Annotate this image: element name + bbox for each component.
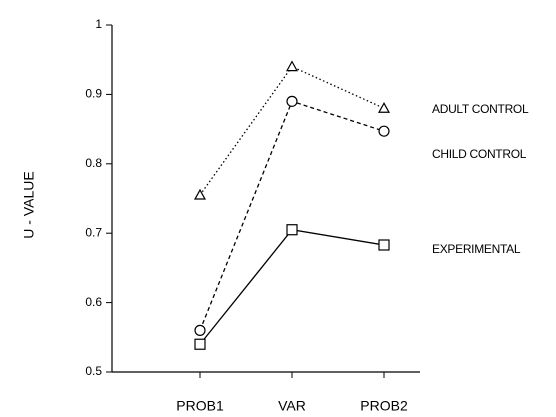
marker <box>194 324 206 336</box>
marker <box>194 338 206 350</box>
marker <box>286 224 298 236</box>
series-line <box>199 65 385 196</box>
y-tick-label: 0.5 <box>85 364 102 378</box>
y-tick-label: 0.6 <box>85 295 102 309</box>
x-tick-label: PROB1 <box>176 398 224 414</box>
legend-label: EXPERIMENTAL <box>432 242 521 256</box>
marker <box>378 125 390 137</box>
legend-label: ADULT CONTROL <box>432 102 529 116</box>
series-line <box>199 100 385 331</box>
y-tick-label: 0.8 <box>85 156 102 170</box>
series-line <box>199 229 385 345</box>
y-tick-label: 0.9 <box>85 87 102 101</box>
y-tick-label: 1 <box>95 17 102 31</box>
legend-label: CHILD CONTROL <box>432 147 527 161</box>
marker <box>377 102 391 113</box>
x-tick-label: VAR <box>278 398 306 414</box>
y-axis-label: U - VALUE <box>21 171 37 238</box>
marker <box>285 60 299 72</box>
marker <box>286 95 298 107</box>
marker <box>378 239 390 251</box>
x-tick-label: PROB2 <box>360 398 408 414</box>
marker <box>193 188 207 200</box>
y-tick-label: 0.7 <box>85 225 102 239</box>
